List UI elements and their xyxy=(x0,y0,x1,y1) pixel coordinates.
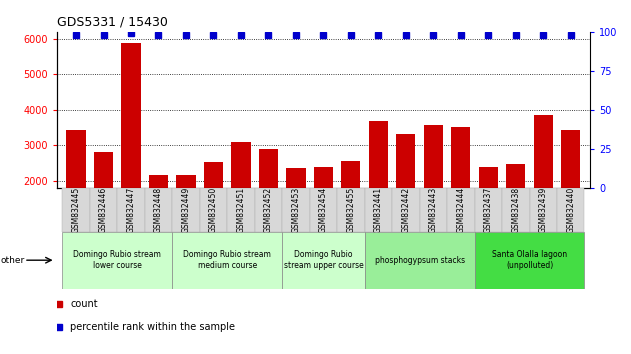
Text: Domingo Rubio stream
medium course: Domingo Rubio stream medium course xyxy=(183,250,271,270)
Bar xyxy=(529,188,557,232)
Text: GSM832440: GSM832440 xyxy=(566,187,575,233)
Bar xyxy=(66,130,86,251)
Bar xyxy=(90,188,117,232)
Bar xyxy=(310,188,337,232)
Text: other: other xyxy=(1,256,25,265)
Bar xyxy=(62,188,90,232)
Bar xyxy=(282,188,310,232)
Bar xyxy=(423,125,443,251)
Text: GSM832437: GSM832437 xyxy=(484,187,493,233)
Bar xyxy=(204,162,223,251)
Text: GSM832450: GSM832450 xyxy=(209,187,218,233)
Bar xyxy=(144,188,172,232)
Text: GSM832446: GSM832446 xyxy=(99,187,108,233)
Bar xyxy=(227,188,255,232)
Bar xyxy=(199,188,227,232)
Bar xyxy=(396,134,415,251)
Bar xyxy=(365,232,475,289)
Text: GSM832449: GSM832449 xyxy=(182,187,191,233)
Bar xyxy=(561,130,581,251)
Bar xyxy=(176,175,196,251)
Bar xyxy=(475,232,584,289)
Text: Domingo Rubio stream
lower course: Domingo Rubio stream lower course xyxy=(73,250,161,270)
Bar xyxy=(447,188,475,232)
Text: GSM832444: GSM832444 xyxy=(456,187,465,233)
Bar xyxy=(557,188,584,232)
Text: Santa Olalla lagoon
(unpolluted): Santa Olalla lagoon (unpolluted) xyxy=(492,250,567,270)
Text: phosphogypsum stacks: phosphogypsum stacks xyxy=(375,256,464,265)
Text: GDS5331 / 15430: GDS5331 / 15430 xyxy=(57,16,168,29)
Text: GSM832455: GSM832455 xyxy=(346,187,355,233)
Bar xyxy=(341,161,360,251)
Text: GSM832448: GSM832448 xyxy=(154,187,163,233)
Bar xyxy=(479,167,498,251)
Bar xyxy=(259,149,278,251)
Bar xyxy=(94,152,113,251)
Text: GSM832452: GSM832452 xyxy=(264,187,273,233)
Bar xyxy=(62,232,172,289)
Bar xyxy=(286,168,305,251)
Text: Domingo Rubio
stream upper course: Domingo Rubio stream upper course xyxy=(283,250,363,270)
Bar xyxy=(282,232,365,289)
Text: GSM832441: GSM832441 xyxy=(374,187,383,233)
Bar xyxy=(149,175,168,251)
Bar xyxy=(121,43,141,251)
Bar xyxy=(314,167,333,251)
Bar xyxy=(232,142,251,251)
Bar xyxy=(502,188,529,232)
Text: GSM832438: GSM832438 xyxy=(511,187,521,233)
Text: GSM832445: GSM832445 xyxy=(71,187,81,233)
Text: count: count xyxy=(70,298,98,309)
Bar xyxy=(337,188,365,232)
Text: GSM832451: GSM832451 xyxy=(237,187,245,233)
Text: GSM832439: GSM832439 xyxy=(539,187,548,233)
Bar xyxy=(534,115,553,251)
Bar xyxy=(365,188,392,232)
Bar xyxy=(392,188,420,232)
Bar xyxy=(255,188,282,232)
Text: GSM832453: GSM832453 xyxy=(292,187,300,233)
Bar xyxy=(117,188,144,232)
Bar xyxy=(172,232,282,289)
Bar xyxy=(172,188,199,232)
Text: GSM832442: GSM832442 xyxy=(401,187,410,233)
Text: GSM832447: GSM832447 xyxy=(126,187,136,233)
Text: GSM832443: GSM832443 xyxy=(429,187,438,233)
Bar xyxy=(420,188,447,232)
Bar xyxy=(506,164,526,251)
Bar xyxy=(475,188,502,232)
Text: GSM832454: GSM832454 xyxy=(319,187,328,233)
Text: percentile rank within the sample: percentile rank within the sample xyxy=(70,321,235,332)
Bar xyxy=(369,121,388,251)
Bar xyxy=(451,127,471,251)
